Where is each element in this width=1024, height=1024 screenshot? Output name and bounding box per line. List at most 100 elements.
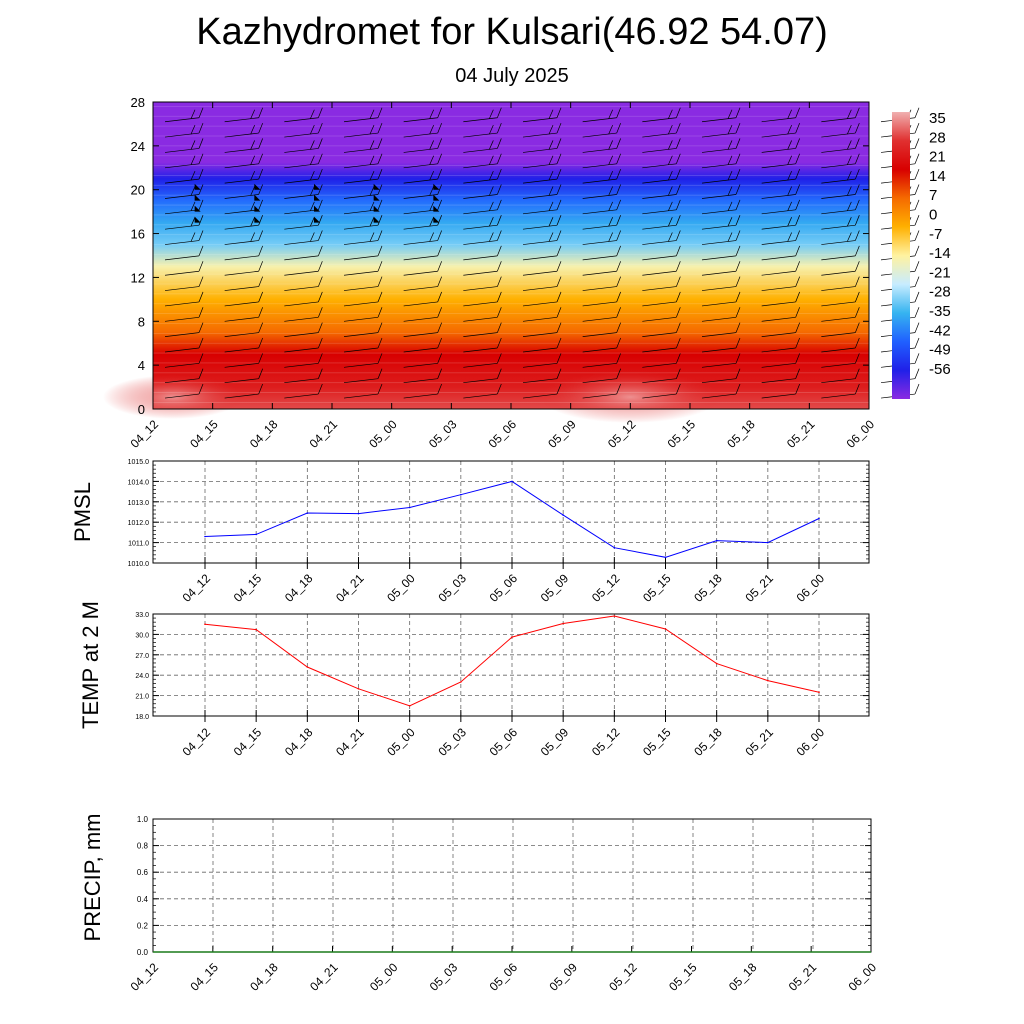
x-tick-label: 05_00 — [384, 725, 418, 759]
x-tick-label: 05_09 — [538, 571, 572, 605]
y-tick-label: 0.4 — [137, 895, 149, 904]
y-axis-title: PRECIP, mm — [80, 814, 105, 942]
wind-barb — [642, 215, 681, 230]
x-tick-label: 04_18 — [247, 417, 281, 451]
wind-barb — [403, 261, 442, 276]
wind-barb — [582, 368, 621, 384]
colorbar-label: 14 — [929, 168, 946, 185]
x-tick-label: 05_18 — [691, 725, 725, 759]
wind-barb — [403, 230, 442, 245]
wind-barb — [821, 199, 860, 215]
wind-barb — [284, 307, 323, 322]
data-point — [767, 541, 769, 544]
wind-barb — [642, 291, 681, 307]
wind-barb — [761, 245, 800, 261]
wind-barb — [642, 383, 681, 399]
wind-barb — [224, 261, 263, 276]
wind-barb — [582, 322, 621, 337]
data-point — [613, 615, 616, 617]
wind-barb — [343, 184, 383, 199]
data-point — [357, 688, 360, 690]
wind-barb — [284, 122, 323, 138]
wind-barb — [224, 107, 263, 123]
data-point — [255, 533, 257, 536]
wind-barb — [343, 337, 383, 353]
wind-barb — [224, 383, 263, 399]
wind-barb — [701, 245, 741, 261]
wind-barb-pennant — [373, 216, 380, 223]
wind-barb — [821, 353, 860, 368]
wind-barb-pennant — [314, 183, 320, 190]
y-tick-label: 30.0 — [135, 632, 149, 639]
x-tick-label: 05_21 — [784, 417, 818, 451]
wind-barb-pennant — [254, 194, 261, 201]
wind-barb — [343, 291, 383, 307]
data-point — [204, 623, 206, 625]
wind-barb — [642, 122, 681, 138]
x-tick-label: 06_00 — [844, 417, 878, 451]
x-tick-label: 05_18 — [726, 960, 760, 994]
wind-barb-pennant — [254, 216, 261, 223]
wind-barb — [701, 230, 741, 245]
x-tick-label: 05_15 — [666, 960, 700, 994]
y-tick-label: 8 — [138, 314, 145, 329]
x-tick-label: 05_21 — [742, 571, 776, 605]
wind-barb — [522, 199, 562, 215]
plot-frame — [152, 460, 870, 564]
wind-barb — [522, 276, 562, 291]
y-tick-label: 1015.0 — [128, 459, 150, 466]
x-tick-label: 05_18 — [691, 571, 725, 605]
wind-barb — [701, 184, 741, 199]
wind-barb — [463, 353, 502, 368]
wind-barb — [284, 169, 323, 184]
wind-barb — [701, 383, 741, 399]
wind-barb — [522, 215, 562, 230]
wind-barb — [164, 276, 204, 291]
wind-barb — [343, 122, 383, 138]
wind-barb — [343, 353, 383, 368]
data-point — [818, 691, 820, 693]
wind-barb — [463, 291, 502, 307]
wind-barb — [522, 122, 562, 138]
x-tick-label: 05_21 — [742, 725, 776, 759]
wind-barb — [821, 122, 860, 138]
wind-barb — [224, 199, 263, 215]
wind-barb — [224, 122, 263, 138]
wind-barb — [821, 230, 860, 245]
y-tick-label: 12 — [131, 270, 145, 285]
wind-barb — [343, 322, 383, 337]
wind-barb — [164, 138, 204, 153]
x-tick-label: 06_00 — [794, 571, 828, 605]
wind-barb — [701, 291, 741, 307]
wind-barb-pennant — [373, 205, 380, 212]
wind-barb — [522, 337, 562, 353]
x-tick-label: 05_12 — [606, 960, 640, 994]
wind-barb — [821, 322, 860, 337]
wind-barb-pennant — [433, 205, 440, 212]
x-tick-label: 05_15 — [640, 571, 674, 605]
data-point — [664, 556, 667, 559]
wind-barb — [582, 199, 621, 215]
wind-barb — [761, 337, 800, 353]
wind-barb — [821, 107, 860, 123]
wind-barb — [284, 353, 323, 368]
wind-barb — [701, 368, 741, 384]
y-tick-label: 21.0 — [135, 694, 149, 701]
data-point — [562, 622, 564, 625]
wind-barb — [701, 322, 741, 337]
y-tick-label: 20 — [131, 183, 145, 198]
wind-barb — [582, 138, 621, 153]
colorbar-label: -21 — [929, 264, 951, 281]
wind-barb — [582, 245, 621, 261]
wind-barb — [164, 353, 204, 368]
y-tick-label: 27.0 — [135, 653, 149, 660]
wind-barb — [403, 138, 442, 153]
wind-barb — [522, 107, 562, 123]
x-tick-label: 05_09 — [545, 417, 579, 451]
wind-barb — [522, 245, 562, 261]
y-tick-label: 1012.0 — [128, 520, 150, 527]
wind-barb — [164, 368, 204, 384]
y-tick-label: 4 — [138, 358, 145, 373]
wind-barb — [463, 276, 502, 291]
colorbar-label: -42 — [929, 322, 951, 339]
